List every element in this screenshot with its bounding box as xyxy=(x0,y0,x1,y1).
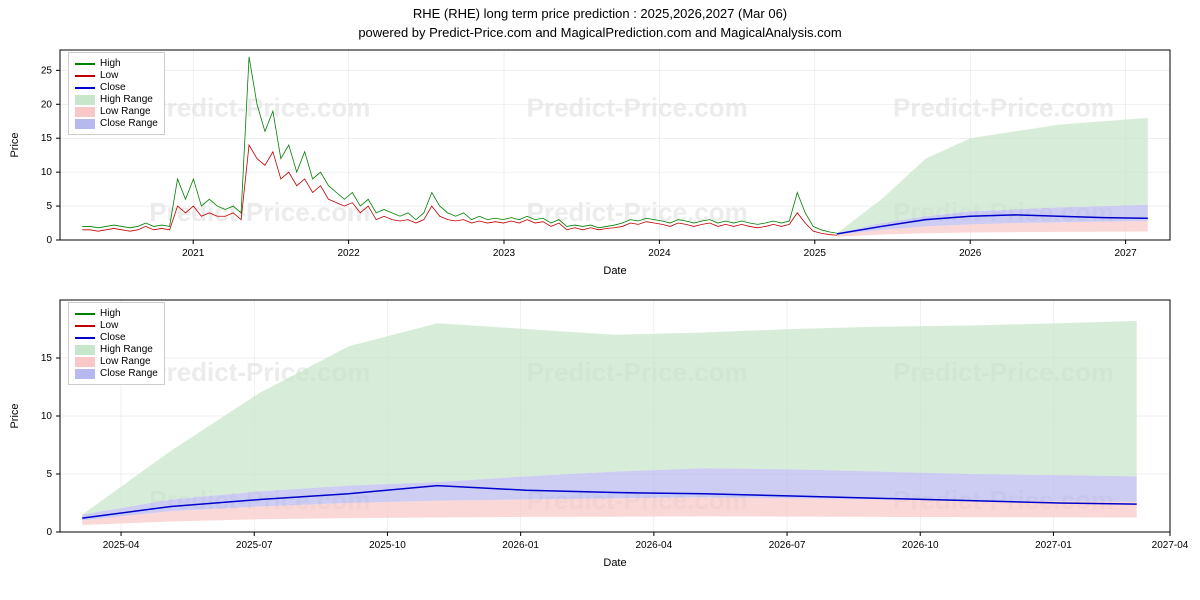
chart1-svg: Predict-Price.com Predict-Price.com Predic… xyxy=(0,44,1200,294)
svg-text:2021: 2021 xyxy=(182,248,205,259)
svg-text:2025-07: 2025-07 xyxy=(236,540,273,551)
legend-swatch xyxy=(75,63,95,65)
legend-swatch xyxy=(75,325,95,327)
legend-swatch xyxy=(75,357,95,367)
svg-text:2022: 2022 xyxy=(337,248,360,259)
svg-text:Predict-Price.com: Predict-Price.com xyxy=(893,93,1114,123)
legend-row: Low xyxy=(75,70,158,81)
svg-text:5: 5 xyxy=(46,469,52,480)
svg-text:15: 15 xyxy=(41,353,53,364)
legend-row: Low xyxy=(75,320,158,331)
chart1-wrapper: Predict-Price.com Predict-Price.com Predic… xyxy=(0,44,1200,294)
svg-text:2026: 2026 xyxy=(959,248,982,259)
svg-text:Predict-Price.com: Predict-Price.com xyxy=(149,197,370,227)
chart-subtitle: powered by Predict-Price.com and Magical… xyxy=(0,21,1200,44)
legend-swatch xyxy=(75,369,95,379)
legend-swatch xyxy=(75,75,95,77)
legend-label: High xyxy=(100,58,121,69)
legend-swatch xyxy=(75,313,95,315)
svg-text:2023: 2023 xyxy=(493,248,516,259)
legend-label: High Range xyxy=(100,344,153,355)
svg-text:2026-07: 2026-07 xyxy=(769,540,806,551)
svg-text:Price: Price xyxy=(9,403,21,428)
svg-text:2026-04: 2026-04 xyxy=(635,540,672,551)
legend-row: High Range xyxy=(75,344,158,355)
legend-row: High Range xyxy=(75,94,158,105)
svg-text:Date: Date xyxy=(603,265,626,277)
svg-text:25: 25 xyxy=(41,65,53,76)
svg-text:0: 0 xyxy=(46,235,52,246)
svg-text:Predict-Price.com: Predict-Price.com xyxy=(149,93,370,123)
svg-text:2025-10: 2025-10 xyxy=(369,540,406,551)
legend-label: Close Range xyxy=(100,368,158,379)
legend-label: High xyxy=(100,308,121,319)
svg-text:2026-10: 2026-10 xyxy=(902,540,939,551)
svg-text:2027-04: 2027-04 xyxy=(1152,540,1189,551)
svg-text:20: 20 xyxy=(41,99,53,110)
chart-title: RHE (RHE) long term price prediction : 2… xyxy=(0,0,1200,21)
legend-label: Low Range xyxy=(100,356,151,367)
svg-text:Date: Date xyxy=(603,557,626,569)
legend-row: Close xyxy=(75,82,158,93)
svg-text:Price: Price xyxy=(9,132,21,157)
svg-text:2027: 2027 xyxy=(1114,248,1137,259)
legend-label: High Range xyxy=(100,94,153,105)
legend-row: Low Range xyxy=(75,106,158,117)
svg-text:2025: 2025 xyxy=(804,248,827,259)
legend-label: Close xyxy=(100,82,126,93)
legend-swatch xyxy=(75,95,95,105)
svg-text:2025-04: 2025-04 xyxy=(103,540,140,551)
svg-text:2027-01: 2027-01 xyxy=(1035,540,1072,551)
svg-text:10: 10 xyxy=(41,411,53,422)
svg-text:Predict-Price.com: Predict-Price.com xyxy=(527,93,748,123)
legend-label: Low xyxy=(100,70,118,81)
legend-row: Low Range xyxy=(75,356,158,367)
svg-text:Predict-Price.com: Predict-Price.com xyxy=(527,197,748,227)
chart2-svg: Predict-Price.comPredict-Price.comPredic… xyxy=(0,294,1200,586)
legend-row: Close Range xyxy=(75,118,158,129)
chart-container: RHE (RHE) long term price prediction : 2… xyxy=(0,0,1200,600)
svg-text:2026-01: 2026-01 xyxy=(502,540,539,551)
legend-row: High xyxy=(75,308,158,319)
chart2-legend: HighLowCloseHigh RangeLow RangeClose Ran… xyxy=(68,302,165,385)
svg-text:0: 0 xyxy=(46,527,52,538)
svg-text:10: 10 xyxy=(41,167,53,178)
legend-row: Close Range xyxy=(75,368,158,379)
legend-label: Close Range xyxy=(100,118,158,129)
legend-label: Low Range xyxy=(100,106,151,117)
legend-label: Low xyxy=(100,320,118,331)
chart2-wrapper: Predict-Price.comPredict-Price.comPredic… xyxy=(0,294,1200,586)
legend-swatch xyxy=(75,345,95,355)
chart1-legend: HighLowCloseHigh RangeLow RangeClose Ran… xyxy=(68,52,165,135)
legend-label: Close xyxy=(100,332,126,343)
legend-row: Close xyxy=(75,332,158,343)
legend-swatch xyxy=(75,119,95,129)
svg-text:5: 5 xyxy=(46,201,52,212)
legend-swatch xyxy=(75,337,95,339)
legend-row: High xyxy=(75,58,158,69)
svg-text:2024: 2024 xyxy=(648,248,671,259)
legend-swatch xyxy=(75,87,95,89)
legend-swatch xyxy=(75,107,95,117)
svg-text:15: 15 xyxy=(41,133,53,144)
